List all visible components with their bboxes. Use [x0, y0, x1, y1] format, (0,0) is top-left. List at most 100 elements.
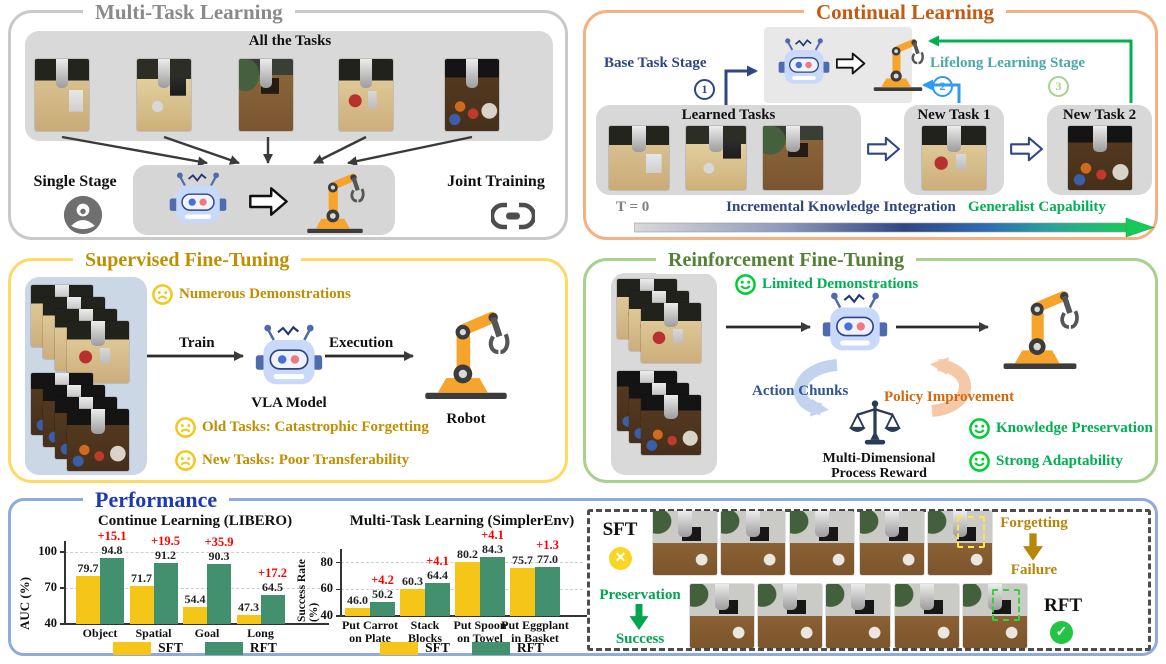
legend-swatch — [471, 641, 510, 655]
failure-label: Failure — [1010, 562, 1058, 578]
legend-item-sft: SFT — [380, 640, 450, 656]
action-chunks-label: Action Chunks — [752, 383, 849, 399]
x-category-label: Spatial — [135, 626, 172, 640]
all-tasks-label: All the Tasks — [248, 33, 332, 49]
panel-title-rft: Reinforcement Fine-Tuning — [656, 246, 917, 274]
legend-label: SFT — [425, 640, 450, 655]
y-tick-label: 70 — [44, 580, 58, 594]
demo-image — [641, 303, 701, 363]
limited-demos-label: Limited Demonstrations — [762, 276, 919, 292]
joint-training-label: Joint Training — [447, 173, 545, 190]
happy-face-icon — [968, 417, 991, 440]
x-category-label: Object — [82, 626, 118, 640]
output-arrow — [896, 322, 989, 332]
panel-rft: Reinforcement Fine-Tuning Limited Demons… — [583, 246, 1158, 483]
tick-mark — [336, 561, 341, 564]
rft-row-label: RFT — [1044, 595, 1082, 616]
reward-label-line1: Multi-Dimensional — [822, 451, 936, 466]
bar-rft — [480, 556, 505, 616]
sad-face-icon — [151, 283, 174, 306]
input-arrow — [726, 322, 811, 332]
incremental-label: Incremental Knowledge Integration — [726, 199, 956, 215]
bar-value-label: 91.2 — [155, 547, 176, 562]
knowledge-label: Knowledge Preservation — [996, 420, 1153, 436]
legend: SFT RFT — [65, 640, 325, 656]
execution-arrow — [325, 351, 414, 361]
bar-value-label: 75.7 — [512, 553, 533, 568]
single-stage-label: Single Stage — [33, 173, 117, 190]
task-image — [763, 126, 823, 190]
tick-mark — [60, 551, 65, 553]
x-category-label: Goal — [194, 626, 220, 640]
new-tasks-label: New Tasks: Poor Transferability — [202, 452, 410, 468]
bar-sft — [236, 615, 261, 624]
rollout-frame — [895, 584, 959, 648]
delta-label: +4.2 — [371, 573, 394, 588]
vla-robot-icon — [169, 171, 227, 229]
bar-value-label: 64.5 — [262, 579, 283, 594]
check-badge: ✓ — [1050, 621, 1073, 644]
forgetting-arrow-icon — [1023, 533, 1043, 561]
generalist-label: Generalist Capability — [968, 199, 1106, 215]
hollow-arrow-icon — [249, 185, 289, 218]
learned-tasks-label: Learned Tasks — [681, 107, 776, 123]
legend: SFT RFT — [341, 640, 583, 656]
lifelong-stage-label: Lifelong Learning Stage — [930, 55, 1086, 71]
reward-label-line2: Process Reward — [831, 466, 927, 481]
bar-value-label: 54.4 — [184, 591, 206, 606]
bar-rft — [535, 566, 560, 616]
tick-mark — [336, 588, 341, 591]
bar-rft — [260, 594, 285, 624]
demo-image — [641, 395, 701, 455]
delta-label: +35.9 — [204, 534, 234, 549]
bar-value-label: 94.8 — [101, 543, 123, 558]
joint-training-icon — [491, 201, 535, 231]
new-task1-label: New Task 1 — [917, 107, 991, 123]
task-image — [445, 59, 499, 131]
happy-face-icon — [968, 450, 991, 473]
chart-title: Multi-Task Learning (SimplerEnv) — [349, 513, 575, 529]
qualitative-box — [587, 509, 1151, 651]
scale-icon — [848, 399, 902, 451]
chart-title: Continue Learning (LIBERO) — [97, 513, 293, 529]
bar-value-label: 90.3 — [208, 548, 230, 563]
rollout-frame — [860, 511, 924, 575]
panel-title-continual: Continual Learning — [804, 0, 1006, 26]
rollout-frame — [721, 511, 785, 575]
vla-robot-icon — [822, 291, 888, 357]
x-axis — [65, 623, 329, 625]
train-arrow — [147, 351, 244, 361]
sad-face-icon — [174, 449, 197, 472]
rollout-frame — [758, 584, 822, 648]
cross-badge: ✕ — [609, 547, 632, 570]
rollout-frame — [826, 584, 890, 648]
panel-performance: Performance Continue Learning (LIBERO) AU… — [8, 486, 1158, 656]
bar-value-label: 84.3 — [482, 541, 503, 556]
legend-label: RFT — [516, 640, 544, 655]
panel-continual: Continual Learning Base Task Stage 1 Lif… — [583, 0, 1158, 240]
tick-mark — [336, 615, 341, 617]
y-axis — [340, 549, 342, 616]
robot-arm-icon — [998, 285, 1082, 369]
delta-label: +19.5 — [151, 533, 180, 548]
bar-sft — [183, 606, 207, 624]
task-image — [239, 59, 293, 131]
x-category-label: Long — [247, 626, 274, 640]
bar-sft — [510, 568, 535, 616]
legend-label: SFT — [158, 640, 183, 655]
sft-row-label: SFT — [602, 519, 638, 540]
hollow-arrow-icon — [1010, 135, 1044, 163]
bar-value-label: 64.4 — [427, 568, 448, 583]
robot-arm-icon — [419, 305, 513, 399]
bar-value-label: 79.7 — [77, 561, 99, 576]
y-tick-label: 40 — [44, 616, 58, 630]
tick-mark — [60, 587, 65, 589]
demo-image — [67, 321, 129, 383]
step-1-badge: 1 — [694, 79, 715, 100]
bar-rft — [425, 583, 450, 616]
sad-face-icon — [174, 416, 197, 439]
y-tick-label: 100 — [38, 544, 57, 558]
new-task2-label: New Task 2 — [1062, 107, 1137, 123]
y-tick-label: 60 — [320, 581, 334, 596]
task-image — [686, 126, 746, 190]
